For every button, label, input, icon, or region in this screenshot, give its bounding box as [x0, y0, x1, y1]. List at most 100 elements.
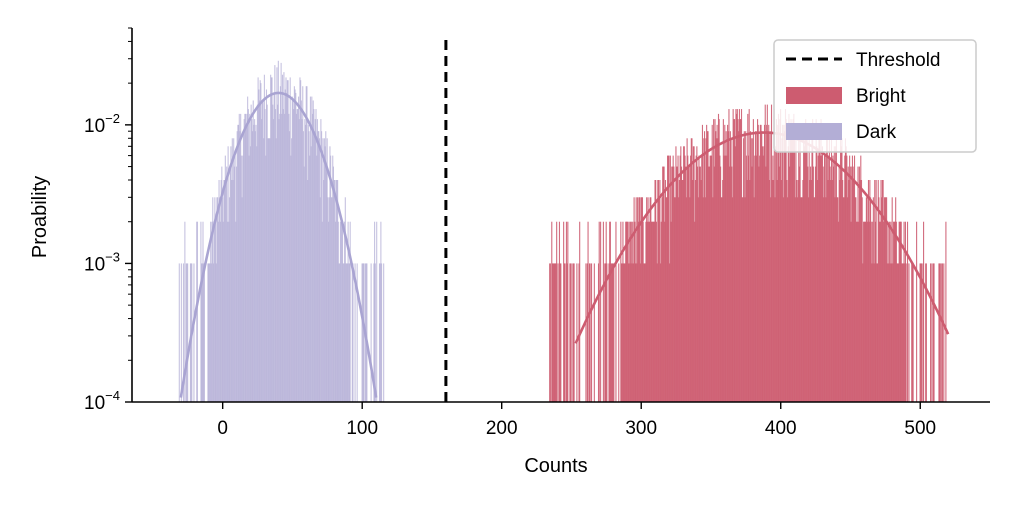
bright-bar: [697, 197, 699, 402]
dark-bar: [268, 138, 270, 403]
bright-bar: [770, 104, 773, 403]
bright-bar: [741, 197, 743, 402]
dark-bar: [311, 96, 313, 402]
dark-bar: [265, 155, 267, 402]
dark-bar: [293, 86, 295, 402]
bright-bar: [856, 221, 858, 402]
bright-bar: [834, 197, 836, 402]
bright-bar: [890, 221, 892, 402]
dark-bar: [345, 263, 347, 402]
dark-bar: [344, 197, 346, 402]
dark-bar: [260, 83, 262, 402]
dark-bar: [299, 77, 301, 402]
bright-bar: [908, 263, 910, 402]
bright-bar: [772, 155, 774, 402]
dark-bar: [337, 180, 339, 402]
bright-bar: [670, 221, 672, 402]
y-tick-label: 10−4: [84, 388, 120, 414]
bright-bar: [775, 146, 777, 402]
dark-bar: [202, 221, 204, 402]
y-tick-label: 10−2: [84, 111, 120, 137]
dark-bar: [254, 131, 256, 402]
bright-bar: [654, 180, 656, 402]
bright-bar: [687, 166, 690, 402]
bright-bar: [871, 263, 873, 402]
bright-bar: [803, 146, 805, 402]
dark-bar: [223, 180, 225, 402]
bright-bar: [939, 263, 941, 402]
dark-bar: [256, 146, 258, 402]
bright-bar: [669, 155, 671, 402]
bright-bar: [688, 166, 690, 402]
bright-bar: [819, 155, 821, 402]
bright-bar: [838, 166, 840, 402]
bright-bar: [666, 197, 668, 402]
bright-bar: [782, 197, 784, 402]
bright-bar: [793, 138, 796, 403]
bright-bar: [648, 221, 650, 402]
dark-bar: [221, 166, 223, 402]
dark-bar: [289, 77, 291, 402]
bright-bar: [551, 221, 553, 402]
bright-bar: [557, 263, 559, 402]
dark-bar: [316, 119, 318, 403]
bright-bar: [649, 197, 651, 402]
bright-bar: [900, 221, 902, 402]
bright-bar: [835, 146, 837, 402]
bright-bar: [686, 138, 688, 403]
bright-bar: [578, 263, 580, 402]
bright-bar: [669, 263, 671, 402]
bright-bar: [737, 119, 739, 403]
dark-bar: [304, 119, 306, 403]
bright-bar: [655, 180, 657, 402]
bright-bar: [728, 109, 730, 402]
bright-bar: [859, 180, 861, 402]
bright-bar: [729, 166, 731, 402]
bright-bar: [726, 155, 728, 402]
dark-bar: [279, 86, 281, 402]
bright-bar: [875, 180, 877, 402]
axes: 0 100 200 300 400 500 10−2 10−3 10−4 Counts Proabi…: [29, 27, 990, 477]
dark-bar: [269, 138, 271, 403]
bright-bar: [845, 146, 847, 402]
bright-bar: [894, 221, 896, 402]
dark-bar: [331, 197, 333, 402]
dark-bar: [277, 104, 279, 403]
dark-bar: [231, 138, 233, 403]
bright-bar: [587, 221, 589, 402]
bright-bar: [848, 180, 850, 402]
dark-bar: [297, 109, 299, 402]
dark-bar: [245, 124, 247, 403]
bright-bar: [609, 221, 611, 402]
bright-bar: [763, 124, 766, 403]
bright-bar: [860, 180, 863, 402]
bright-bar: [672, 155, 674, 402]
dark-bar: [272, 119, 275, 403]
bright-bar: [866, 197, 868, 402]
bright-bar: [798, 138, 800, 403]
bright-bar: [698, 155, 700, 402]
bright-bar: [885, 197, 887, 402]
bright-bar: [655, 221, 657, 402]
bright-bar: [829, 166, 831, 402]
dark-bar: [220, 180, 222, 402]
bright-bar: [847, 166, 849, 402]
bright-bar: [745, 155, 747, 402]
bright-bar: [874, 221, 876, 402]
dark-bar: [226, 166, 228, 402]
dark-bar: [302, 131, 304, 402]
dark-bar: [300, 80, 302, 403]
bright-bar: [904, 263, 906, 402]
dark-bar: [275, 138, 277, 403]
dark-bar: [221, 197, 224, 402]
dark-bar: [208, 263, 210, 402]
bright-bar: [762, 155, 764, 402]
bright-bar: [683, 146, 685, 402]
bright-bar: [712, 197, 714, 402]
bright-bar: [795, 131, 797, 402]
bright-bar: [882, 180, 884, 402]
bright-bar: [877, 180, 879, 402]
bright-bar: [555, 263, 557, 402]
dark-bar: [233, 138, 235, 403]
